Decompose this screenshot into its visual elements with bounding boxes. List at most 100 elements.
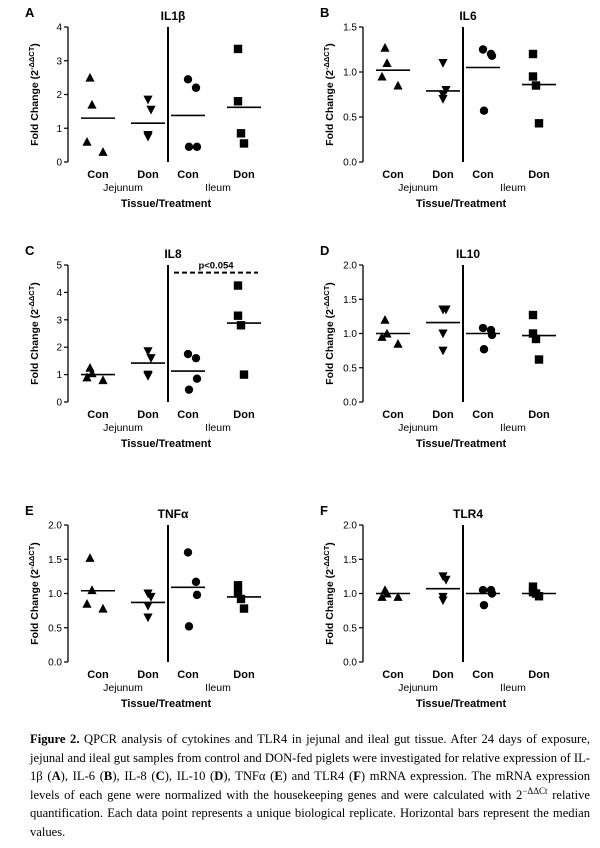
data-point — [98, 603, 108, 613]
caption-text: ), IL-8 ( — [112, 769, 156, 784]
data-point — [233, 581, 243, 590]
y-axis-label: Fold Change (2-ΔΔCT) — [27, 542, 41, 645]
y-tick-label: 1.5 — [343, 295, 357, 306]
y-tick-label: 1.0 — [343, 68, 357, 79]
y-axis-label: Fold Change (2-ΔΔCT) — [27, 43, 41, 146]
category-label: Con — [382, 669, 404, 681]
data-point — [82, 598, 92, 608]
data-point — [393, 592, 403, 601]
category-label: Don — [137, 409, 159, 421]
category-label: Don — [528, 169, 550, 181]
y-tick-label: 2.0 — [343, 261, 357, 272]
chart-panel-a: A IL1β 0 1 2 3 4 Fold Change (2-ΔΔCT) Con Don Con D… — [25, 5, 261, 210]
data-point — [192, 374, 202, 383]
category-label: Con — [382, 409, 404, 421]
y-tick-label: 0 — [56, 398, 62, 409]
data-point — [393, 80, 403, 90]
data-point — [98, 375, 108, 385]
significance-label: p<0.054 — [198, 261, 234, 272]
caption-text: QPCR analysis of cytokines and TLR4 in j… — [30, 732, 590, 784]
data-point — [192, 590, 202, 600]
category-label: Don — [432, 669, 454, 681]
data-point — [146, 354, 156, 363]
data-point — [82, 136, 92, 146]
y-tick-label: 1.5 — [343, 23, 357, 34]
data-point — [534, 592, 544, 601]
data-point — [438, 59, 448, 68]
y-tick-label: 0.0 — [343, 398, 357, 409]
y-tick-label: 0.5 — [343, 363, 357, 374]
data-point — [143, 95, 153, 105]
category-label: Don — [432, 169, 454, 181]
data-point — [377, 71, 387, 81]
data-point — [184, 142, 194, 152]
data-point — [233, 44, 243, 54]
data-point — [85, 362, 95, 372]
y-axis-label: Fold Change (2-ΔΔCT) — [322, 43, 336, 146]
caption-text: B — [103, 769, 113, 784]
y-tick-label: 2 — [56, 343, 62, 354]
y-tick-label: 0.0 — [48, 658, 62, 669]
group-label: Jejunum — [103, 422, 143, 434]
x-axis-title: Tissue/Treatment — [121, 698, 212, 710]
data-point — [191, 353, 201, 363]
data-point — [528, 582, 538, 591]
caption-text: A — [51, 769, 61, 784]
y-tick-label: 3 — [56, 56, 62, 67]
data-point — [382, 58, 392, 67]
group-label: Jejunum — [398, 182, 438, 194]
category-label: Con — [177, 409, 199, 421]
y-axis-label: Fold Change (2-ΔΔCT) — [27, 282, 41, 385]
data-point — [478, 323, 488, 333]
data-point — [191, 83, 201, 92]
y-tick-label: 0.0 — [343, 658, 357, 669]
group-label: Jejunum — [398, 682, 438, 694]
y-tick-label: 2.0 — [48, 521, 62, 532]
x-axis-title: Tissue/Treatment — [121, 198, 212, 210]
chart-panel-d: D IL10 0.0 0.5 1.0 1.5 2.0 Fold Change (2-ΔΔCT)… — [320, 243, 556, 450]
data-point — [479, 106, 489, 115]
y-tick-label: 0.5 — [48, 623, 62, 634]
data-point — [239, 604, 249, 613]
y-tick-label: 0.5 — [343, 113, 357, 124]
data-point — [441, 305, 451, 315]
y-tick-label: 1.0 — [343, 329, 357, 340]
caption-text: ) mRNA expression. The mRNA expression l… — [30, 769, 591, 802]
chart-title: IL1β — [161, 9, 186, 23]
y-tick-label: 1.0 — [343, 589, 357, 600]
data-point — [87, 585, 97, 595]
caption-text: relative quantification. Each data point… — [30, 787, 590, 839]
data-point — [146, 592, 156, 602]
data-point — [487, 51, 497, 60]
chart-title: IL6 — [459, 9, 477, 23]
category-label: Don — [233, 169, 255, 181]
caption-text: −ΔΔCt — [522, 785, 548, 796]
group-label: Ileum — [500, 182, 526, 194]
y-tick-label: 5 — [56, 261, 62, 272]
chart-panel-c: C IL8 0 1 2 3 4 5 Fold Change (2-ΔΔCT) Con Don Con D… — [25, 243, 261, 450]
y-axis-label: Fold Change (2-ΔΔCT) — [322, 542, 336, 645]
caption-text: D — [214, 769, 224, 784]
category-label: Con — [177, 169, 199, 181]
data-point — [438, 90, 448, 100]
data-point — [478, 45, 488, 54]
data-point — [239, 139, 249, 148]
category-label: Con — [472, 409, 494, 421]
data-point — [528, 72, 538, 81]
caption-text: ) and TLR4 ( — [282, 769, 354, 784]
data-point — [438, 329, 448, 339]
data-point — [441, 575, 451, 585]
y-axis-label: Fold Change (2-ΔΔCT) — [322, 282, 336, 385]
data-point — [479, 600, 489, 610]
panel-letter: D — [320, 243, 329, 258]
chart-title: TLR4 — [453, 507, 483, 521]
group-label: Ileum — [205, 182, 231, 194]
category-label: Con — [472, 169, 494, 181]
data-point — [85, 72, 95, 82]
data-point — [528, 329, 538, 338]
category-label: Con — [382, 169, 404, 181]
y-tick-label: 1 — [56, 370, 62, 381]
y-tick-label: 4 — [56, 23, 62, 34]
data-point — [87, 99, 97, 109]
group-label: Jejunum — [398, 422, 438, 434]
